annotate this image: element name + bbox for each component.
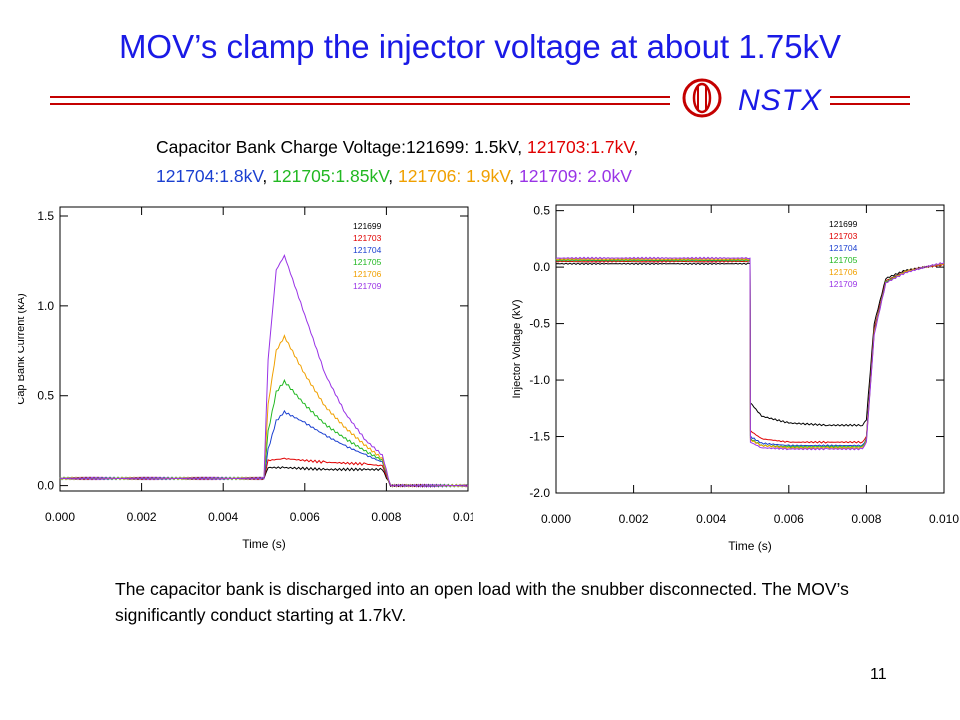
- caption-segment: ,: [633, 137, 639, 157]
- nstx-logo: [682, 78, 722, 118]
- x-tick-label: 0.000: [541, 512, 571, 526]
- x-tick-label: 0.004: [696, 512, 726, 526]
- legend-entry: 121709: [829, 279, 858, 289]
- title-rule-left-2: [50, 103, 670, 105]
- logo-emblem-outer: [682, 78, 722, 118]
- y-tick-label: 1.0: [37, 299, 54, 313]
- y-axis-label: Injector Voltage (kV): [511, 299, 523, 398]
- series-line-121709: [59, 254, 469, 488]
- caption-segment: 121705:1.85kV: [272, 166, 389, 186]
- title-rule-right-1: [830, 96, 910, 98]
- x-axis-label: Time (s): [242, 537, 286, 551]
- injector-voltage-chart: 0.000 0.002 0.004 0.006 0.008 0.010 0.5 0.0 -0.5…: [511, 204, 959, 553]
- caption-segment: ,: [509, 166, 520, 186]
- y-tick-label: -0.5: [529, 317, 550, 331]
- legend-entry: 121699: [829, 219, 858, 229]
- legend-entry: 121704: [829, 243, 858, 253]
- x-axis-label: Time (s): [728, 539, 772, 553]
- caption-segment: Capacitor Bank Charge Voltage:121699: 1.…: [156, 137, 528, 157]
- logo-emblem-inner: [692, 82, 712, 114]
- nstx-logo-text: NSTX: [738, 84, 823, 117]
- x-tick-label: 0.004: [208, 510, 238, 524]
- y-tick-label: -1.5: [529, 430, 550, 444]
- cap-bank-current-chart: 0.000 0.002 0.004 0.006 0.008 0.010 0.0 0.5 1.0 1…: [18, 206, 473, 551]
- caption-line-1: Capacitor Bank Charge Voltage:121699: 1.…: [156, 137, 638, 158]
- legend-entry: 121705: [829, 255, 858, 265]
- y-tick-label: 0.5: [37, 389, 54, 403]
- legend-entry: 121699: [353, 221, 382, 231]
- caption-segment: 121709: 2.0kV: [519, 166, 632, 186]
- x-tick-label: 0.010: [929, 512, 959, 526]
- caption-line-2: 121704:1.8kV, 121705:1.85kV, 121706: 1.9…: [156, 166, 632, 187]
- caption-segment: 121706: 1.9kV: [398, 166, 510, 186]
- x-tick-label: 0.008: [851, 512, 881, 526]
- caption-segment: ,: [262, 166, 273, 186]
- x-tick-label: 0.002: [619, 512, 649, 526]
- legend-entry: 121706: [353, 269, 382, 279]
- x-tick-label: 0.006: [290, 510, 320, 524]
- y-tick-label: -2.0: [529, 486, 550, 500]
- x-tick-label: 0.000: [45, 510, 75, 524]
- legend-entry: 121705: [353, 257, 382, 267]
- caption-segment: 121704:1.8kV: [156, 166, 263, 186]
- legend-entry: 121703: [353, 233, 382, 243]
- y-tick-label: 1.5: [37, 209, 54, 223]
- caption-segment: ,: [388, 166, 399, 186]
- slide-description: The capacitor bank is discharged into an…: [115, 579, 849, 625]
- legend-entry: 121703: [829, 231, 858, 241]
- plot-frame: [59, 206, 469, 492]
- plot-frame: [555, 204, 945, 494]
- x-tick-label: 0.008: [371, 510, 401, 524]
- caption-segment: 121703:1.7kV: [527, 137, 634, 157]
- x-tick-label: 0.006: [774, 512, 804, 526]
- title-rule-right-2: [830, 103, 910, 105]
- page-number: 11: [870, 666, 887, 683]
- x-tick-label: 0.002: [127, 510, 157, 524]
- series-line-121709: [555, 256, 945, 451]
- title-rule-left-1: [50, 96, 670, 98]
- legend-entry: 121704: [353, 245, 382, 255]
- slide-title: MOV’s clamp the injector voltage at abou…: [118, 28, 842, 65]
- y-tick-label: -1.0: [529, 373, 550, 387]
- x-tick-label: 0.010: [453, 510, 473, 524]
- legend-entry: 121709: [353, 281, 382, 291]
- y-tick-label: 0.0: [37, 479, 54, 493]
- y-tick-label: 0.0: [533, 260, 550, 274]
- y-tick-label: 0.5: [533, 204, 550, 218]
- y-axis-label: Cap Bank Current (kA): [18, 293, 27, 404]
- legend-entry: 121706: [829, 267, 858, 277]
